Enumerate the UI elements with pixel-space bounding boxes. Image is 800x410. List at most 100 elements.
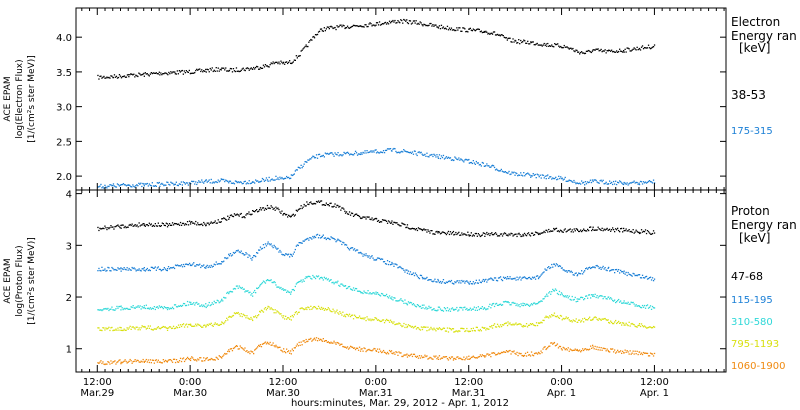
proton-data-point bbox=[469, 234, 471, 237]
electron-data-point bbox=[319, 155, 322, 158]
electron-data-point bbox=[256, 180, 258, 182]
proton-data-point bbox=[454, 281, 456, 283]
proton-data-point bbox=[290, 216, 292, 218]
proton-data-point bbox=[386, 351, 389, 354]
proton-data-point bbox=[402, 325, 404, 327]
electron-data-point bbox=[221, 178, 223, 181]
proton-data-point bbox=[273, 244, 275, 247]
proton-data-point bbox=[509, 276, 511, 278]
electron-data-point bbox=[466, 30, 468, 33]
proton-data-point bbox=[397, 267, 399, 269]
proton-data-point bbox=[132, 305, 134, 307]
proton-data-point bbox=[551, 342, 553, 344]
proton-data-point bbox=[613, 322, 615, 325]
proton-data-point bbox=[292, 288, 294, 291]
electron-data-point bbox=[472, 160, 474, 162]
electron-data-point bbox=[136, 184, 138, 186]
proton-data-point bbox=[306, 277, 308, 279]
electron-data-point bbox=[440, 24, 443, 26]
electron-data-point bbox=[207, 69, 209, 71]
proton-data-point bbox=[389, 351, 392, 353]
proton-data-point bbox=[470, 232, 472, 234]
electron-data-point bbox=[616, 183, 618, 186]
proton-data-point bbox=[213, 263, 215, 265]
proton-data-point bbox=[439, 328, 442, 330]
electron-data-point bbox=[236, 181, 238, 184]
proton-data-point bbox=[438, 306, 441, 308]
proton-data-point bbox=[365, 253, 367, 255]
electron-data-point bbox=[203, 70, 205, 72]
electron-data-point bbox=[146, 182, 148, 185]
proton-data-point bbox=[493, 323, 496, 325]
electron-data-point bbox=[566, 46, 568, 48]
proton-data-point bbox=[587, 228, 589, 231]
proton-data-point bbox=[432, 329, 434, 331]
proton-data-point bbox=[100, 329, 102, 331]
proton-data-point bbox=[215, 356, 217, 358]
proton-data-point bbox=[452, 328, 455, 330]
proton-data-point bbox=[316, 276, 319, 278]
proton-data-point bbox=[261, 247, 264, 250]
proton-data-point bbox=[247, 213, 249, 215]
electron-data-point bbox=[169, 184, 171, 186]
proton-data-point bbox=[152, 359, 154, 361]
proton-data-point bbox=[567, 347, 569, 349]
proton-data-point bbox=[510, 304, 512, 306]
proton-data-point bbox=[481, 234, 483, 236]
proton-data-point bbox=[167, 327, 170, 329]
proton-data-point bbox=[572, 231, 574, 233]
proton-data-point bbox=[537, 302, 540, 304]
electron-data-point bbox=[371, 151, 373, 153]
electron-data-point bbox=[313, 157, 316, 159]
proton-data-point bbox=[164, 359, 166, 362]
proton-data-point bbox=[277, 347, 279, 349]
proton-data-point bbox=[171, 361, 174, 363]
electron-data-point bbox=[97, 74, 99, 77]
proton-data-point bbox=[623, 300, 625, 302]
proton-data-point bbox=[112, 267, 114, 270]
proton-data-point bbox=[628, 303, 630, 305]
proton-data-point bbox=[548, 292, 550, 294]
proton-data-point bbox=[487, 328, 489, 330]
proton-data-point bbox=[175, 306, 178, 308]
proton-data-point bbox=[415, 356, 418, 358]
electron-data-point bbox=[378, 152, 381, 154]
proton-data-point bbox=[165, 269, 167, 271]
proton-data-point bbox=[396, 222, 398, 224]
electron-data-point bbox=[647, 180, 650, 183]
proton-data-point bbox=[329, 309, 331, 312]
proton-data-point bbox=[257, 252, 259, 254]
electron-data-point bbox=[470, 29, 472, 31]
electron-data-point bbox=[586, 181, 589, 183]
proton-data-point bbox=[147, 325, 149, 327]
proton-data-point bbox=[325, 340, 327, 342]
proton-data-point bbox=[600, 268, 602, 270]
proton-data-point bbox=[321, 340, 323, 342]
electron-data-point bbox=[139, 73, 141, 75]
electron-data-point bbox=[321, 30, 323, 32]
electron-data-point bbox=[606, 183, 608, 185]
proton-data-point bbox=[325, 238, 327, 241]
proton-data-point bbox=[548, 228, 550, 231]
electron-data-point bbox=[118, 185, 121, 187]
electron-data-point bbox=[591, 50, 594, 52]
electron-data-point bbox=[279, 63, 281, 65]
proton-data-point bbox=[288, 350, 290, 352]
electron-data-point bbox=[437, 26, 439, 28]
electron-data-point bbox=[378, 21, 381, 23]
electron-data-point bbox=[214, 70, 216, 72]
proton-data-point bbox=[105, 307, 107, 310]
proton-data-point bbox=[115, 225, 117, 228]
proton-data-point bbox=[442, 356, 445, 358]
electron-data-point bbox=[623, 181, 625, 184]
electron-data-point bbox=[571, 180, 573, 183]
proton-data-point bbox=[401, 325, 403, 328]
proton-data-point bbox=[603, 347, 605, 350]
electron-data-point bbox=[109, 77, 111, 79]
electron-data-point bbox=[193, 72, 195, 74]
proton-data-point bbox=[496, 304, 499, 306]
electron-data-point bbox=[327, 153, 329, 155]
electron-data-point bbox=[451, 29, 454, 31]
proton-data-point bbox=[159, 268, 161, 271]
electron-data-point bbox=[519, 174, 521, 176]
